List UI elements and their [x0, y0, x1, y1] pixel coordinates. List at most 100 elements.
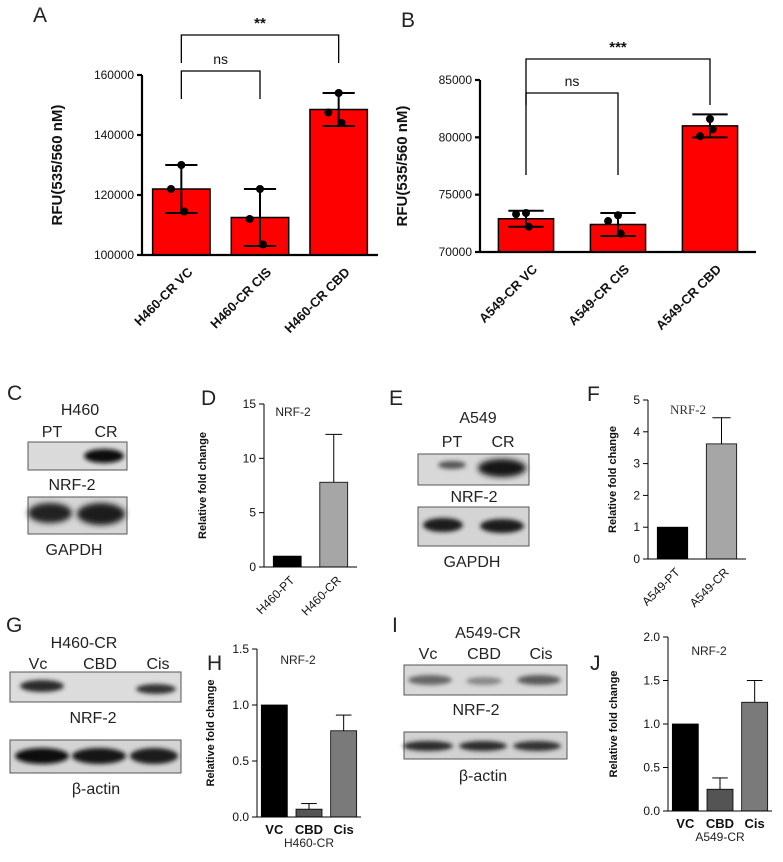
y-tick-label: 2.0: [643, 630, 660, 644]
blot-title: H460-CR: [51, 635, 118, 652]
blot-g: H460-CR Vc CBD Cis NRF-2 β-actin: [9, 635, 182, 798]
x-tick-label: H460-CR CIS: [207, 264, 274, 331]
bar: [656, 526, 689, 560]
data-point: [604, 217, 613, 226]
y-axis-label: RFU(535/560 nM): [394, 106, 411, 227]
y-tick-label: 10: [243, 451, 257, 465]
data-point: [166, 185, 175, 193]
data-point: [616, 229, 625, 238]
y-tick-label: 5: [633, 393, 640, 407]
blot-title: A549: [459, 410, 496, 427]
blot-lane-label: PT: [442, 434, 463, 451]
bar: [272, 555, 302, 568]
x-tick-label: Cis: [745, 816, 765, 831]
y-axis-label: Relative fold change: [608, 671, 620, 778]
x-axis-label: A549-CR: [695, 830, 745, 844]
chart-j: VC CBD Cis 0.0 0.5 1.0 1.5 2.0 Relative fold cha…: [608, 630, 772, 844]
blot-lane-label: CBD: [467, 646, 501, 663]
x-tick-label: A549-CR CBD: [653, 262, 724, 333]
bar: [309, 108, 369, 256]
blot-protein-label: NRF-2: [452, 702, 499, 719]
x-tick-label: A549-CR CIS: [565, 261, 632, 328]
blot-title: A549-CR: [455, 625, 521, 642]
significance-label: ns: [213, 51, 228, 67]
y-tick-label: 2: [633, 488, 640, 502]
bar: [260, 704, 288, 818]
x-tick-label: VC: [265, 822, 284, 837]
blot-protein-label: NRF-2: [450, 489, 497, 506]
y-tick-label: 0.5: [643, 761, 660, 775]
blot-i: A549-CR Vc CBD Cis NRF-2 β-actin: [403, 625, 568, 785]
panel-letter-f: F: [587, 383, 600, 406]
panel-letter-a: A: [33, 4, 47, 27]
y-axis-label: Relative fold change: [607, 426, 619, 533]
blot-band: [517, 675, 561, 685]
x-tick-label: A549-CR: [687, 565, 732, 610]
blot-c: H460 PT CR NRF-2 GAPDH: [27, 402, 128, 559]
bar: [681, 125, 739, 253]
blot-lane-label: CR: [94, 424, 117, 441]
y-tick-label: 0.0: [643, 804, 660, 818]
data-point: [256, 185, 264, 193]
bar: [319, 481, 349, 568]
x-tick-label: A549-CR VC: [476, 261, 541, 326]
panel-letter-d: D: [201, 387, 216, 410]
blot-lane-label: CR: [491, 434, 514, 451]
data-point: [614, 211, 622, 220]
y-axis-label: Relative fold change: [205, 680, 217, 787]
blot-protein-label: β-actin: [72, 781, 120, 798]
blot-band: [408, 675, 452, 685]
blot-band: [478, 459, 526, 477]
panel-letter-e: E: [389, 387, 403, 410]
x-tick-label: CBD: [295, 822, 323, 837]
y-tick-label: 100000: [94, 248, 134, 262]
y-tick-label: 0: [249, 560, 256, 574]
panel-letter-i: I: [392, 614, 398, 637]
bar: [705, 443, 738, 560]
blot-band: [466, 677, 502, 685]
y-tick-label: 75000: [439, 188, 473, 202]
data-point: [337, 119, 346, 127]
data-point: [180, 207, 189, 216]
x-tick-label: A549-PT: [639, 565, 683, 609]
bar: [295, 808, 323, 818]
blot-band: [480, 519, 524, 533]
y-tick-label: 1: [633, 520, 640, 534]
data-point: [706, 114, 714, 123]
blot-band: [403, 741, 453, 751]
blot-band: [423, 518, 463, 532]
blot-lane-label: PT: [42, 424, 63, 441]
data-point: [258, 240, 267, 249]
blot-protein-label: GAPDH: [46, 542, 103, 559]
panel-letter-b: B: [401, 9, 415, 32]
blot-band: [15, 748, 69, 764]
x-tick-label: H460-CR: [299, 573, 345, 619]
significance-label: ns: [565, 73, 580, 89]
blot-band: [130, 748, 178, 764]
blot-band: [136, 684, 176, 694]
x-tick-label: Cis: [334, 822, 354, 837]
chart-f: A549-PT A549-CR 0 1 2 3 4 5 Relative fold change…: [607, 393, 746, 610]
chart-title: NRF-2: [670, 402, 706, 417]
blot-band: [513, 741, 561, 751]
y-tick-label: 80000: [439, 130, 473, 144]
blot-band: [20, 680, 64, 692]
significance-label: **: [254, 15, 266, 32]
chart-title: NRF-2: [275, 405, 311, 419]
blot-lane-label: Vc: [419, 646, 438, 663]
significance-bracket: [180, 70, 261, 99]
panel-letter-h: H: [207, 652, 222, 675]
y-tick-label: 85000: [439, 73, 473, 87]
data-point: [324, 108, 333, 117]
blot-title: H460: [61, 402, 99, 419]
bar: [330, 730, 358, 818]
data-point: [522, 209, 530, 218]
significance-bracket: [180, 34, 340, 63]
blot-protein-label: β-actin: [459, 768, 507, 785]
data-point: [708, 125, 717, 134]
x-tick-label: H460-CR VC: [131, 264, 196, 329]
blot-lane-label: CBD: [83, 656, 117, 673]
y-tick-label: 4: [633, 425, 640, 439]
y-tick-label: 0: [633, 552, 640, 566]
